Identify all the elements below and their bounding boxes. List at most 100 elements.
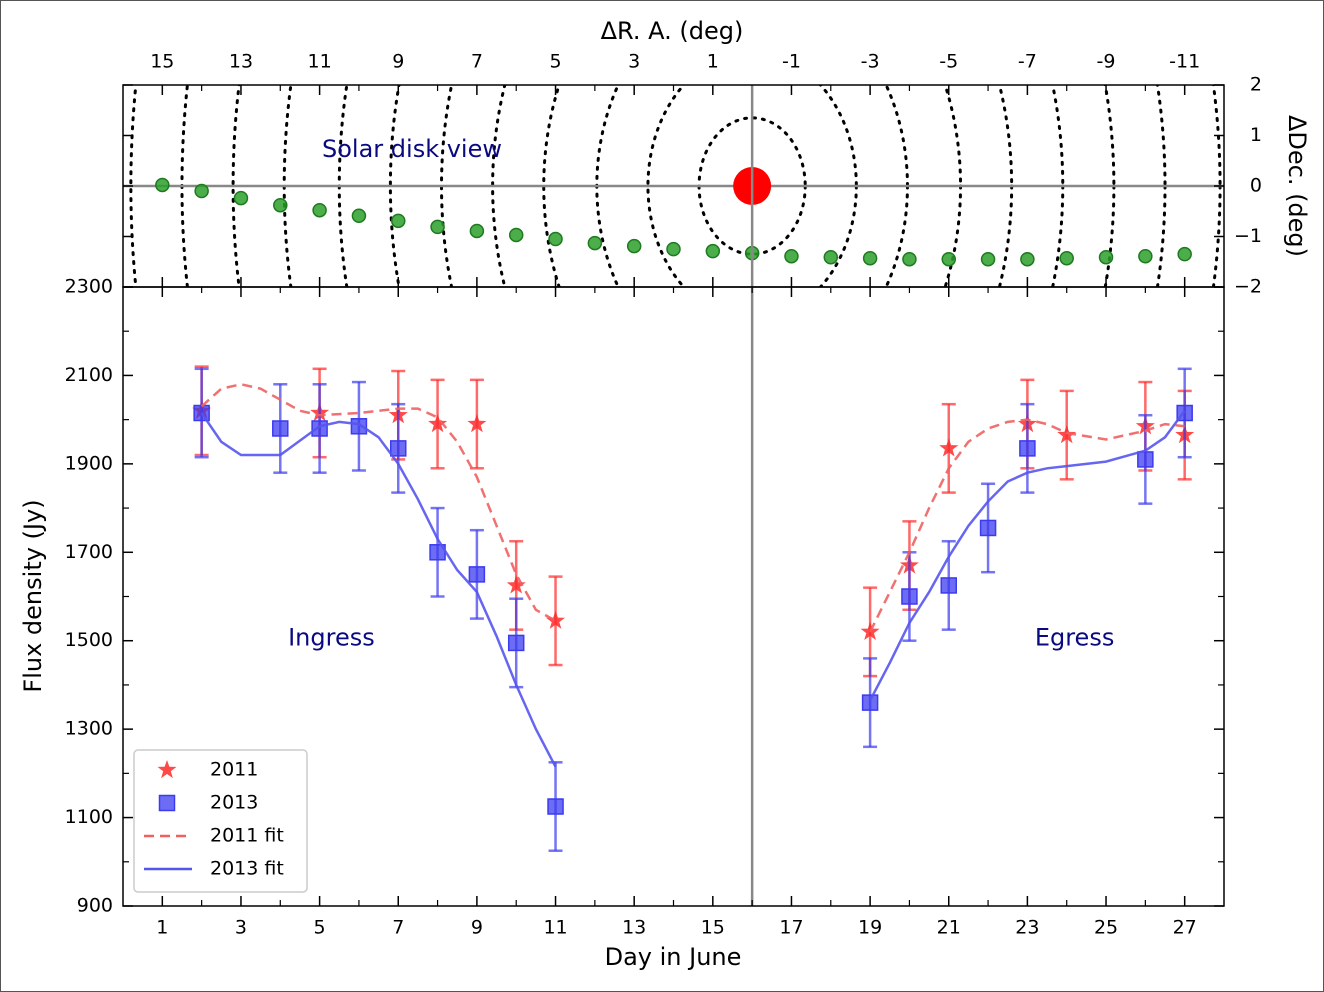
top-x-tick-label: -1 [782,51,801,73]
position-dot [391,213,406,229]
y-tick-label: 1300 [65,718,113,740]
position-dot [508,227,524,243]
square-marker [390,440,407,457]
position-dot [548,231,563,247]
square-marker [1019,440,1036,457]
square-marker [311,420,328,437]
star-marker [546,610,565,629]
y-tick-label: 1700 [65,541,113,563]
position-dot [430,219,445,235]
x-tick-label: 25 [1094,917,1118,939]
right-y-tick-label: 0 [1250,175,1262,197]
top-x-tick-label: 13 [229,51,253,73]
position-dot [1177,246,1192,262]
top-x-tick-label: -3 [861,51,880,73]
fit-line [200,383,1185,633]
right-y-tick-label: −1 [1234,225,1262,247]
square-marker [861,694,879,711]
legend-label: 2011 fit [210,825,284,847]
x-tick-label: 15 [701,917,725,939]
top-x-tick-label: -11 [1169,51,1200,73]
position-dot [823,249,839,265]
position-dot [233,190,249,206]
y-tick-label: 1900 [65,452,113,474]
y-tick-label: 1100 [65,806,113,828]
position-dot [784,248,799,264]
top-x-tick-label: 3 [628,51,640,73]
legend-label: 2013 [210,792,258,814]
legend-box [133,749,308,893]
square-marker [272,420,289,437]
top-x-label: ΔR. A. (deg) [601,17,744,45]
top-x-tick-label: 15 [150,51,174,73]
square-marker [507,634,525,652]
star-marker [506,575,526,594]
position-dot [1059,250,1074,266]
star-marker [428,414,448,433]
position-dot [1020,251,1035,267]
x-tick-label: 7 [392,917,404,939]
top-x-tick-label: 11 [308,51,332,73]
position-dot [666,241,681,257]
square-marker [901,588,918,605]
legend-label: 2013 fit [210,858,284,880]
x-tick-label: 9 [471,917,483,939]
right-y-tick-label: −2 [1234,276,1262,298]
fit-line [200,410,1186,768]
y-tick-label: 2300 [65,276,113,298]
y-tick-label: 900 [77,895,113,917]
top-x-tick-label: -5 [939,51,958,73]
y-label: Flux density (Jy) [19,499,47,692]
square-marker [1137,451,1154,468]
legend-marker [158,794,176,812]
square-marker [547,798,564,815]
x-tick-label: 19 [858,917,882,939]
position-dot [155,177,170,193]
right-y-tick-label: 1 [1250,124,1262,146]
position-dot [587,235,603,251]
star-marker [939,438,959,457]
top-x-tick-label: -9 [1097,51,1116,73]
x-tick-label: 23 [1015,917,1039,939]
right-y-tick-label: 2 [1250,74,1262,96]
x-tick-label: 3 [235,917,247,939]
position-dot [862,250,878,266]
position-dot [902,251,917,267]
x-tick-label: 13 [622,917,646,939]
position-dot [351,208,367,224]
legend-marker [157,760,177,779]
x-tick-label: 21 [937,917,961,939]
position-dot [312,202,327,218]
top-x-tick-label: 7 [471,51,483,73]
square-marker [468,566,486,583]
x-tick-label: 1 [156,917,168,939]
position-dot [626,238,642,254]
position-dot [941,251,956,267]
x-tick-label: 11 [543,917,567,939]
top-x-tick-label: 1 [707,51,719,73]
legend-label: 2011 [210,759,258,781]
position-dot [1098,249,1114,265]
square-marker [979,519,997,537]
right-y-label: ΔDec. (deg) [1283,115,1311,257]
position-dot [194,183,209,199]
position-dot [705,243,721,259]
position-dot [1138,248,1153,264]
y-tick-label: 2100 [65,364,113,386]
x-tick-label: 17 [779,917,803,939]
position-dot [469,223,485,239]
annotation: Ingress [288,624,375,652]
annotation: Egress [1035,624,1115,652]
x-tick-label: 5 [314,917,326,939]
star-marker [467,414,487,433]
position-dot [980,251,996,267]
x-label: Day in June [605,943,742,971]
top-x-tick-label: 5 [549,51,561,73]
annotation: Solar disk view [322,135,502,163]
top-x-tick-label: -7 [1018,51,1037,73]
position-dot [273,197,288,213]
x-tick-label: 27 [1173,917,1197,939]
top-x-tick-label: 9 [392,51,404,73]
square-marker [940,577,957,594]
